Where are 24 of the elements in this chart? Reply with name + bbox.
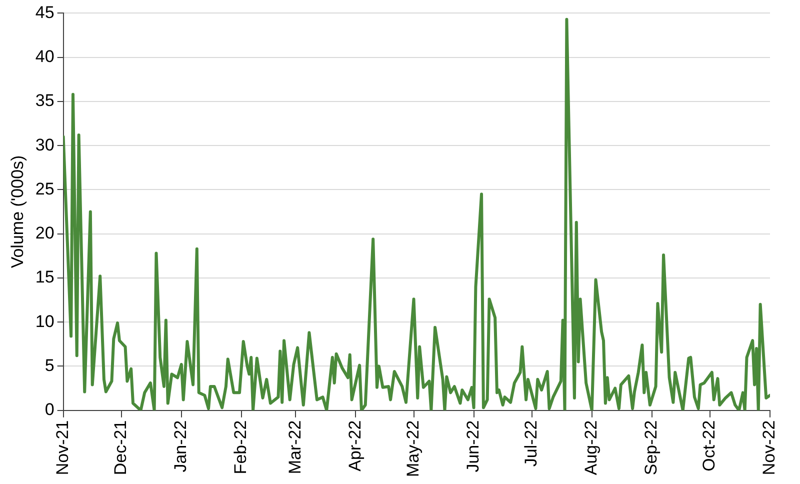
x-tick-label: Apr-22 (345, 420, 364, 472)
y-tick-label: 45 (35, 2, 54, 22)
x-tick-label: Jan-22 (171, 420, 190, 472)
x-tick-label: May-22 (403, 420, 422, 477)
y-tick-label: 20 (35, 224, 54, 243)
y-tick-label: 15 (35, 268, 54, 287)
y-axis-title: Volume ('000s) (8, 155, 27, 268)
x-tick-label: Sep-22 (642, 420, 661, 476)
y-tick-label: 30 (35, 135, 54, 154)
x-tick-label: Dec-21 (111, 420, 130, 476)
y-tick-label: 35 (35, 91, 54, 110)
x-tick-label: Nov-22 (760, 420, 779, 476)
y-tick-label: 0 (44, 400, 54, 419)
x-tick-label: Nov-21 (52, 420, 72, 476)
x-tick-label: Feb-22 (231, 420, 250, 474)
y-tick-label: 10 (35, 312, 54, 331)
y-tick-label: 25 (35, 179, 54, 198)
x-tick-label: Oct-22 (700, 420, 719, 472)
y-tick-label: 40 (35, 47, 54, 66)
y-tick-label: 5 (44, 356, 54, 375)
x-tick-label: Jul-22 (522, 420, 541, 467)
x-tick-label: Mar-22 (285, 420, 304, 474)
x-tick-label: Jun-22 (463, 420, 482, 472)
x-tick-label: Aug-22 (582, 420, 601, 476)
